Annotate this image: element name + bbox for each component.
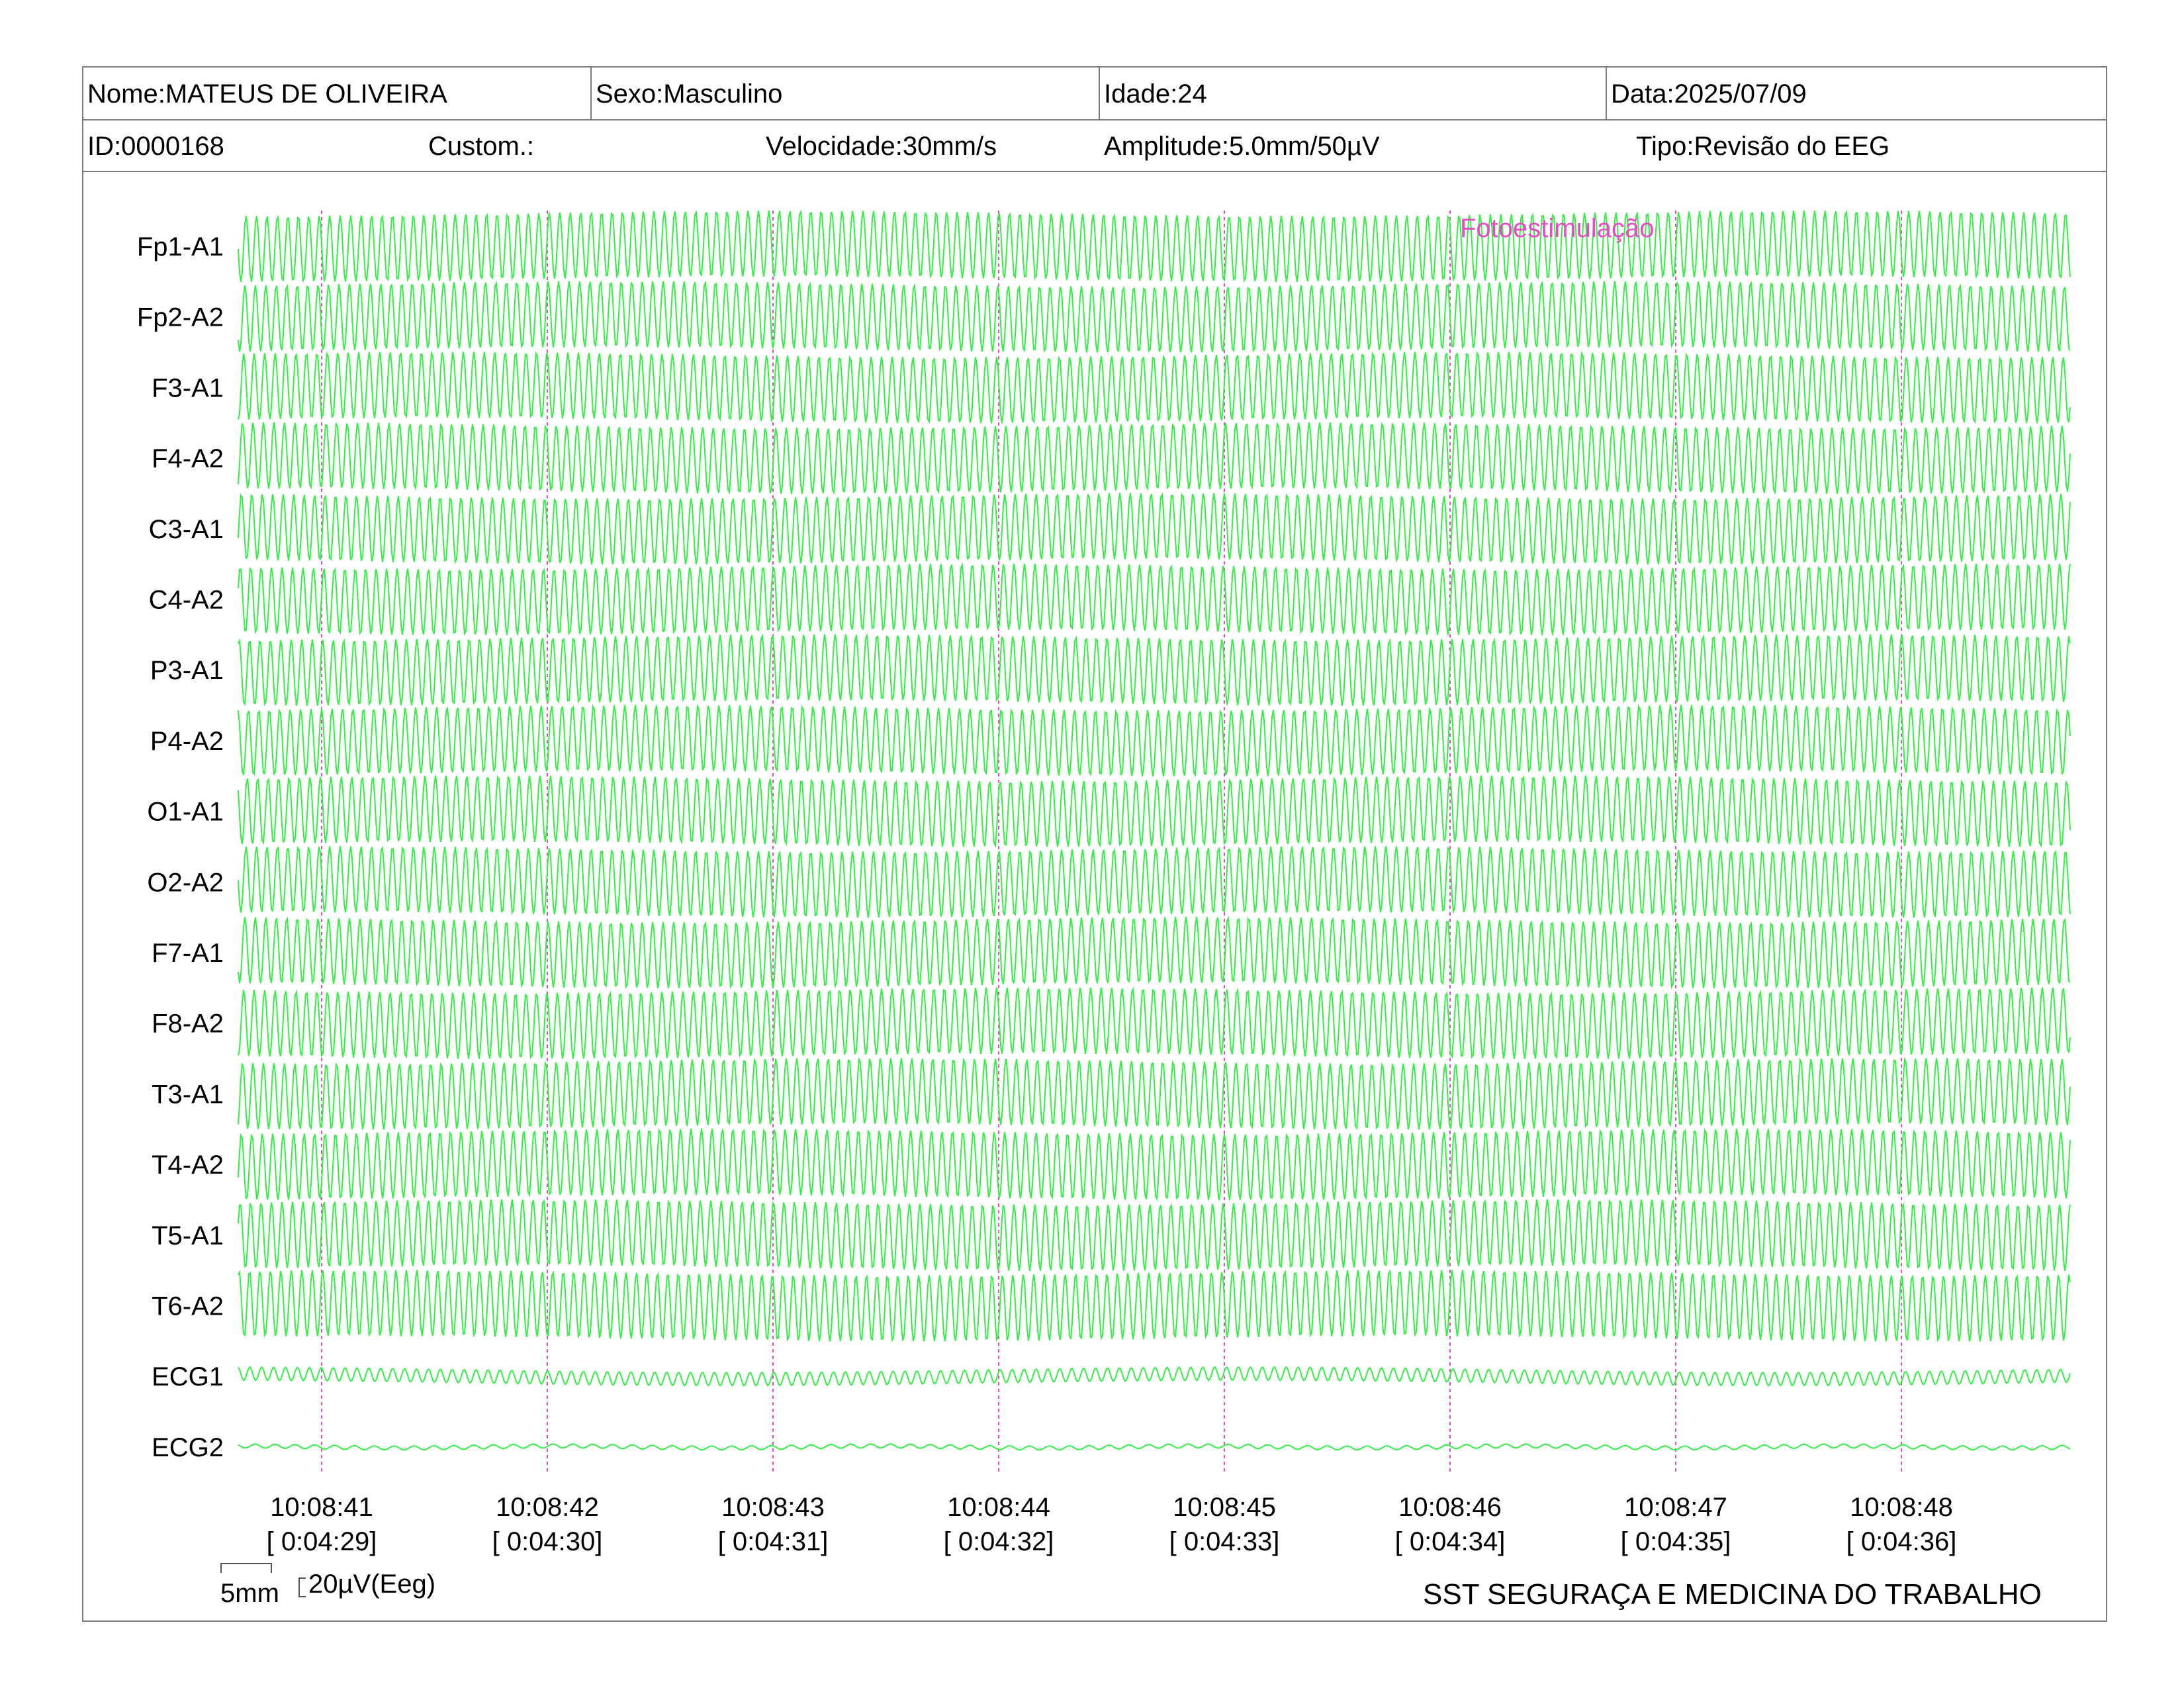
photic-stimulation-label: Fotoestimulação <box>1460 214 1654 243</box>
eeg-trace <box>238 774 2071 849</box>
header-row-patient: Nome:MATEUS DE OLIVEIRA Sexo:Masculino I… <box>83 68 2106 120</box>
channel-label: F8-A2 <box>152 1009 224 1039</box>
elapsed-time-label: [ 0:04:35] <box>1621 1527 1731 1556</box>
clock-time-label: 10:08:46 <box>1398 1493 1502 1522</box>
eeg-trace <box>238 492 2071 566</box>
eeg-trace <box>238 350 2071 424</box>
calibration-scale: 5mm 20µV(Eeg) <box>220 1563 435 1608</box>
clock-time-label: 10:08:44 <box>947 1493 1050 1522</box>
channel-label: C4-A2 <box>149 586 224 615</box>
eeg-trace <box>238 1128 2071 1201</box>
eeg-trace <box>238 1199 2071 1271</box>
speed-setting: Velocidade:30mm/s <box>766 132 997 161</box>
clock-time-label: 10:08:48 <box>1850 1493 1953 1522</box>
elapsed-time-label: [ 0:04:34] <box>1395 1527 1506 1556</box>
eeg-trace <box>238 1269 2071 1342</box>
eeg-trace <box>238 563 2071 636</box>
elapsed-time-label: [ 0:04:30] <box>492 1527 603 1556</box>
eeg-report-sheet: Nome:MATEUS DE OLIVEIRA Sexo:Masculino I… <box>82 66 2107 1622</box>
channel-label: O1-A1 <box>147 798 224 827</box>
eeg-trace <box>238 633 2071 706</box>
channel-label: Fp2-A2 <box>137 303 224 332</box>
clock-time-label: 10:08:45 <box>1173 1493 1276 1522</box>
eeg-trace <box>238 209 2071 283</box>
channel-label: O2-A2 <box>147 868 224 897</box>
header-row-settings: ID:0000168 Custom.: Velocidade:30mm/s Am… <box>83 120 2106 172</box>
channel-label: T6-A2 <box>152 1292 224 1321</box>
amplitude-setting: Amplitude:5.0mm/50µV <box>1104 132 1380 161</box>
time-scale-label: 5mm <box>220 1579 279 1608</box>
eeg-trace <box>238 915 2071 990</box>
eeg-trace <box>238 1443 2071 1451</box>
channel-label: Fp1-A1 <box>137 232 224 261</box>
eeg-trace <box>238 422 2071 495</box>
organization-name: SST SEGURAÇA E MEDICINA DO TRABALHO <box>1423 1578 2042 1611</box>
channel-label: F3-A1 <box>152 373 224 402</box>
channel-label: T4-A2 <box>152 1150 224 1180</box>
channel-label: P3-A1 <box>150 656 224 685</box>
eeg-trace <box>238 1366 2071 1387</box>
elapsed-time-label: [ 0:04:32] <box>944 1527 1054 1556</box>
eeg-trace <box>238 704 2071 777</box>
channel-label: F7-A1 <box>152 939 224 968</box>
channel-label: T3-A1 <box>152 1080 224 1109</box>
custom-field: Custom.: <box>428 132 535 161</box>
clock-time-label: 10:08:47 <box>1624 1493 1727 1522</box>
eeg-trace <box>238 986 2071 1060</box>
eeg-trace <box>238 279 2071 353</box>
channel-label: ECG1 <box>152 1362 224 1391</box>
patient-name: Nome:MATEUS DE OLIVEIRA <box>83 68 592 119</box>
amplitude-scale-label: 20µV(Eeg) <box>308 1570 435 1599</box>
elapsed-time-label: [ 0:04:29] <box>267 1527 377 1556</box>
clock-time-label: 10:08:42 <box>496 1493 599 1522</box>
patient-id: ID:0000168 <box>87 132 224 161</box>
eeg-trace <box>238 1056 2071 1131</box>
exam-date: Data:2025/07/09 <box>1611 79 1807 109</box>
eeg-trace <box>238 845 2071 918</box>
elapsed-time-label: [ 0:04:36] <box>1846 1527 1957 1556</box>
channel-label: P4-A2 <box>150 727 224 756</box>
patient-sex: Sexo:Masculino <box>592 68 1100 119</box>
channel-label: T5-A1 <box>152 1221 224 1250</box>
elapsed-time-label: [ 0:04:31] <box>718 1527 829 1556</box>
channel-label: ECG2 <box>152 1433 224 1462</box>
patient-age: Idade:24 <box>1100 68 1607 119</box>
elapsed-time-label: [ 0:04:33] <box>1169 1527 1280 1556</box>
clock-time-label: 10:08:43 <box>721 1493 825 1522</box>
review-type: Tipo:Revisão do EEG <box>1636 132 1890 161</box>
channel-label: F4-A2 <box>152 444 224 473</box>
channel-label: C3-A1 <box>149 515 224 544</box>
clock-time-label: 10:08:41 <box>270 1493 373 1522</box>
